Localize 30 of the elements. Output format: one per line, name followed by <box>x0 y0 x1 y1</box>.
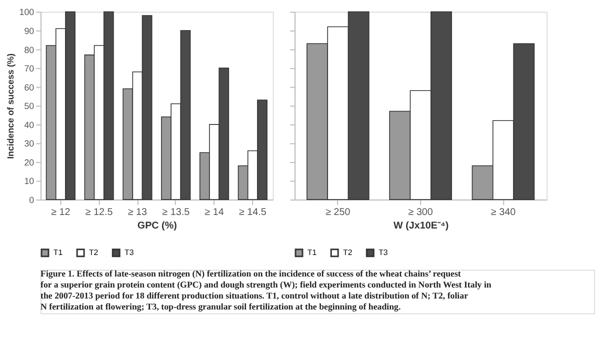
y-tick-label: 90 <box>24 26 34 36</box>
y-tick-label: 20 <box>24 157 34 168</box>
x-tick-label: ≥ 12 <box>51 206 70 218</box>
legend-label: T2 <box>88 248 98 257</box>
y-tick-label: 50 <box>24 101 34 112</box>
x-tick-label: ≥ 12.5 <box>85 206 114 218</box>
x-tick-label: ≥ 250 <box>326 206 351 218</box>
legend-label: T3 <box>378 248 388 257</box>
x-tick-label: ≥ 14 <box>204 206 224 218</box>
x-axis-title: W (Jx10E⁻⁴) <box>394 220 449 232</box>
y-tick-label: 30 <box>24 138 34 149</box>
x-tick-label: ≥ 300 <box>408 206 434 218</box>
legend-label: T3 <box>124 248 134 257</box>
x-tick-label: ≥ 13 <box>128 206 148 218</box>
x-axis-title: GPC (%) <box>137 220 177 232</box>
x-tick-label: ≥ 13.5 <box>162 206 190 218</box>
y-tick-label: 0 <box>29 195 34 206</box>
y-tick-label: 60 <box>24 82 34 92</box>
y-axis-title: Incidence of success (%) <box>5 53 16 159</box>
caption: Figure 1. Effects of late-season nitrogen (N) fertilization on the incidence of success of the wheat chains’ request for a superior grain protein content (GPC) and dough strength (W); field experiments conducted in North West Italy in the 2007-2013 period for 18 different production situations. T1, control without a late distribution of N; T2, foliar N fertilization at flowering; T3, top-dress granular soil fertilization at the beginning of heading. <box>40 268 492 312</box>
legend-label: T1 <box>307 248 317 257</box>
y-tick-label: 100 <box>19 7 34 18</box>
y-tick-label: 40 <box>24 120 34 130</box>
y-tick-label: 80 <box>24 44 34 55</box>
x-tick-label: ≥ 340 <box>490 206 516 218</box>
legend-label: T2 <box>343 248 352 257</box>
y-tick-label: 10 <box>24 176 34 186</box>
y-tick-label: 70 <box>24 64 34 74</box>
legend-label: T1 <box>53 248 63 257</box>
x-tick-label: ≥ 14.5 <box>238 206 267 218</box>
